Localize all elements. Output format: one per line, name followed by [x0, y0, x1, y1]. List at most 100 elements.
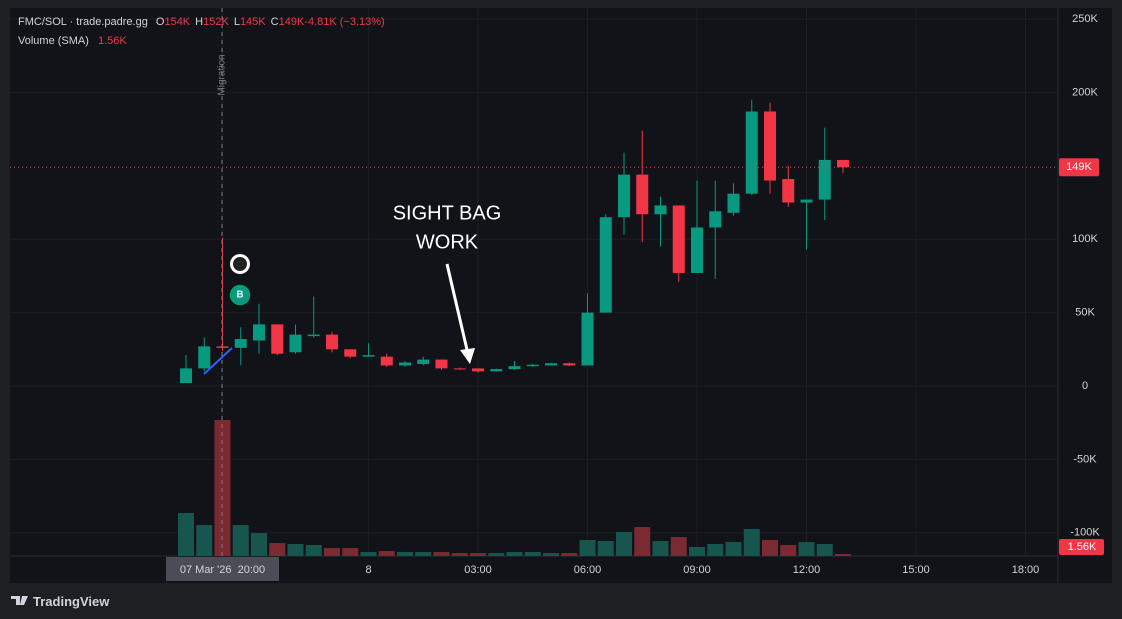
candle-body — [727, 193, 740, 213]
volume-bar — [378, 551, 395, 556]
candle-body — [818, 159, 831, 200]
volume-label: 1.56K — [1068, 541, 1097, 553]
volume-bar — [433, 552, 450, 556]
volume-bar — [743, 528, 760, 556]
crosshair-time-box — [166, 557, 279, 581]
candle-body — [490, 369, 503, 372]
legend-key: L — [233, 16, 240, 28]
candle-body — [435, 359, 448, 369]
price-label: 149K — [1066, 161, 1092, 173]
branding: TradingView — [33, 594, 110, 609]
legend-value: 154K — [164, 16, 191, 28]
candle-body — [253, 324, 265, 341]
legend-value: 145K — [239, 16, 266, 28]
candle-body — [380, 356, 393, 366]
volume-title: Volume (SMA) — [18, 35, 89, 47]
annotation: WORK — [416, 231, 479, 253]
x-tick-label: 12:00 — [793, 564, 821, 576]
candle-body — [764, 111, 776, 181]
legend-row: FMC/SOL · trade.padre.gg O154K H152K L145K… — [18, 16, 385, 28]
candle-body — [581, 312, 594, 366]
candle-body — [526, 364, 539, 367]
candle-body — [344, 349, 357, 357]
volume-bar — [762, 539, 778, 556]
volume-bar — [616, 532, 632, 556]
volume-bar — [251, 533, 267, 556]
candle-body — [618, 174, 630, 218]
volume-bar — [232, 524, 249, 556]
candle-body — [198, 346, 211, 369]
x-tick-label: 09:00 — [683, 564, 711, 576]
chart-panel — [10, 8, 1112, 583]
axis-labels: -100K -50K 0 50K 100K 200K 250K 07 Mar '26 20:0… — [10, 13, 1104, 576]
candle-body — [472, 368, 484, 372]
grid — [10, 8, 1058, 556]
volume-bar — [670, 537, 687, 556]
buy-badge[interactable] — [229, 284, 251, 306]
y-tick-label: -100K — [1070, 527, 1100, 539]
trend-line — [203, 347, 233, 375]
volume-bar — [488, 553, 505, 556]
volume-value: 1.56K — [97, 35, 127, 47]
volume-bar — [196, 524, 213, 556]
candle-body — [307, 334, 320, 337]
x-tick-label: 07 Mar '26 20:00 — [180, 564, 265, 576]
candle-body — [745, 111, 758, 194]
volume-bar — [816, 543, 833, 556]
volume-bar — [269, 543, 286, 556]
volume-bar — [287, 543, 304, 556]
volume-bar — [780, 544, 797, 556]
y-tick-label: 50K — [1075, 307, 1095, 319]
volume-bar — [470, 553, 486, 556]
volume-bars — [178, 420, 851, 556]
volume-bar — [597, 541, 614, 556]
y-tick-label: 0 — [1082, 380, 1088, 392]
legend-key: C — [270, 16, 279, 28]
volume-bar — [451, 553, 468, 556]
volume-legend: Volume (SMA) 1.56K — [18, 35, 127, 47]
volume-bar — [342, 548, 359, 556]
candle-body — [672, 205, 685, 273]
brand-logo — [11, 596, 28, 605]
volume-bar — [634, 527, 651, 556]
legend-key: O — [155, 16, 165, 28]
candle-body — [453, 368, 466, 370]
x-tick-label: 18:00 — [1012, 564, 1040, 576]
candle-body — [508, 366, 521, 370]
candle-body — [654, 205, 667, 215]
volume-bar — [397, 552, 413, 556]
candle-body — [289, 334, 302, 353]
volume-bar — [689, 547, 705, 556]
arrow-head — [460, 348, 475, 364]
migration-label: Migration — [217, 54, 228, 95]
volume-bar — [524, 552, 541, 556]
y-tick-label: 200K — [1072, 86, 1098, 98]
candle-body — [636, 174, 649, 215]
candle-body — [599, 217, 612, 313]
candle-body — [800, 199, 813, 203]
candle-body — [234, 339, 247, 348]
symbol: FMC/SOL · trade.padre.gg — [18, 16, 148, 28]
candle-body — [417, 359, 430, 364]
volume-bar — [324, 548, 340, 556]
candle-body — [326, 334, 338, 350]
candle-body — [399, 362, 411, 366]
volume-bar — [543, 553, 559, 556]
legend-key: H — [195, 16, 204, 28]
ohlc-values: O154K H152K L145K C149K-4.81K (−3.13%) — [151, 16, 385, 28]
candle-body — [782, 179, 795, 203]
volume-bar — [798, 542, 815, 556]
volume-bar — [506, 552, 523, 556]
annotation: SIGHT BAG — [393, 202, 502, 224]
volume-bar — [561, 553, 578, 556]
x-tick-label: 06:00 — [574, 564, 602, 576]
candle-body — [691, 227, 703, 273]
volume-bar — [415, 552, 432, 556]
arrow-shaft — [445, 263, 470, 355]
buy-badge-label: B — [236, 290, 243, 301]
volume-bar — [579, 539, 596, 556]
candle-body — [837, 159, 849, 168]
legend-value: 149K — [278, 16, 305, 28]
